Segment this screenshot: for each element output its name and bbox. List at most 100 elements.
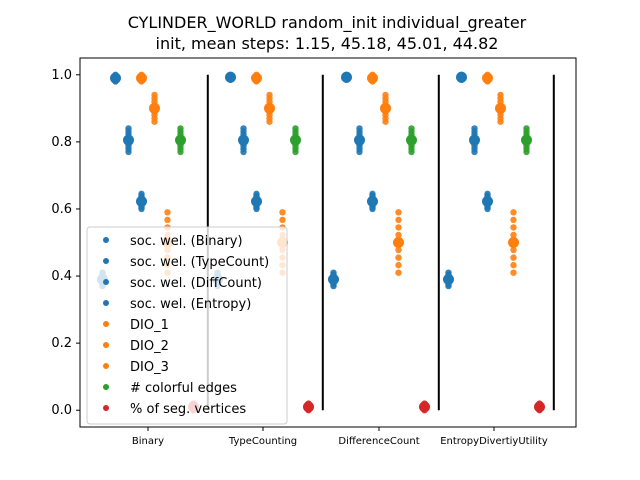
x-tick-label: Binary bbox=[132, 436, 164, 447]
legend-label: DIO_1 bbox=[130, 318, 169, 333]
data-point bbox=[395, 216, 402, 224]
data-point-mean bbox=[136, 195, 147, 207]
data-point-mean bbox=[175, 134, 186, 146]
data-point bbox=[382, 91, 389, 99]
data-point bbox=[279, 209, 286, 216]
legend-label: soc. wel. (TypeCount) bbox=[130, 255, 269, 270]
data-point-mean bbox=[136, 72, 147, 84]
data-point-mean bbox=[341, 71, 352, 83]
data-point bbox=[510, 246, 517, 254]
legend-label: soc. wel. (Entropy) bbox=[130, 297, 251, 312]
data-point-mean bbox=[443, 273, 454, 285]
legend-marker bbox=[103, 342, 109, 348]
data-point bbox=[395, 231, 402, 239]
legend-marker bbox=[103, 405, 109, 411]
data-point bbox=[510, 209, 517, 216]
axes: 0.0 0.2 0.4 0.6 0.8 1.0 Binary TypeCounting Diff… bbox=[51, 57, 577, 447]
data-point-mean bbox=[123, 134, 134, 146]
data-point bbox=[356, 125, 363, 132]
data-point-mean bbox=[110, 72, 121, 84]
data-point-mean bbox=[149, 102, 160, 114]
x-tick-label: TypeCounting bbox=[228, 436, 297, 447]
data-point-mean bbox=[406, 134, 417, 146]
data-point bbox=[523, 125, 530, 132]
data-point bbox=[395, 261, 402, 269]
y-tick-label: 0.8 bbox=[51, 135, 72, 150]
legend-marker bbox=[103, 363, 109, 369]
data-point bbox=[395, 269, 402, 276]
data-point-mean bbox=[251, 195, 262, 207]
data-point bbox=[471, 125, 478, 132]
data-point bbox=[279, 216, 286, 224]
data-point bbox=[395, 254, 402, 261]
data-point-mean bbox=[380, 102, 391, 114]
data-point-mean bbox=[290, 134, 301, 146]
legend-box bbox=[86, 226, 288, 425]
chart-subtitle: init, mean steps: 1.15, 45.18, 45.01, 44… bbox=[156, 34, 499, 53]
data-point bbox=[510, 254, 517, 261]
data-point bbox=[292, 125, 299, 132]
data-point bbox=[510, 261, 517, 269]
y-tick-label: 0.6 bbox=[51, 202, 72, 217]
data-point bbox=[510, 216, 517, 224]
legend-label: DIO_2 bbox=[130, 339, 169, 354]
data-point-mean bbox=[354, 134, 365, 146]
legend-label: soc. wel. (DiffCount) bbox=[130, 276, 262, 291]
legend-label: soc. wel. (Binary) bbox=[130, 234, 243, 249]
data-point bbox=[408, 125, 415, 132]
data-point bbox=[395, 224, 402, 231]
legend-label: DIO_3 bbox=[130, 360, 169, 375]
y-tick-label: 0.2 bbox=[51, 336, 72, 351]
legend-marker bbox=[103, 237, 109, 243]
data-point bbox=[395, 246, 402, 254]
x-tick-label: EntropyDivertiyUtility bbox=[440, 436, 548, 447]
data-point-mean bbox=[264, 102, 275, 114]
data-point bbox=[164, 209, 171, 216]
data-point bbox=[164, 216, 171, 224]
x-tick-label: DifferenceCount bbox=[338, 436, 419, 447]
data-point-mean bbox=[367, 72, 378, 84]
data-point-mean bbox=[508, 237, 519, 248]
data-point-mean bbox=[521, 134, 532, 146]
data-point bbox=[510, 269, 517, 276]
data-point-mean bbox=[482, 195, 493, 207]
legend-marker bbox=[103, 321, 109, 327]
legend-label: % of seg. vertices bbox=[130, 402, 246, 417]
data-point-mean bbox=[303, 401, 314, 413]
y-tick-label: 0.4 bbox=[51, 269, 72, 284]
legend-label: # colorful edges bbox=[130, 381, 237, 396]
data-point bbox=[395, 209, 402, 216]
data-point bbox=[253, 190, 260, 198]
data-point-mean bbox=[419, 401, 430, 413]
data-point bbox=[177, 125, 184, 132]
chart-title: CYLINDER_WORLD random_init individual_gr… bbox=[128, 13, 527, 33]
data-point bbox=[510, 224, 517, 231]
data-point bbox=[266, 91, 273, 99]
data-point-mean bbox=[456, 71, 467, 83]
data-point bbox=[151, 91, 158, 99]
data-point-mean bbox=[328, 273, 339, 285]
data-point-mean bbox=[495, 102, 506, 114]
data-point bbox=[125, 125, 132, 132]
legend-marker bbox=[103, 279, 109, 285]
data-point bbox=[240, 125, 247, 132]
data-point bbox=[369, 190, 376, 198]
data-point-mean bbox=[393, 237, 404, 248]
data-point-mean bbox=[534, 401, 545, 413]
data-point-mean bbox=[238, 134, 249, 146]
data-point-mean bbox=[482, 72, 493, 84]
legend-marker bbox=[103, 300, 109, 306]
legend-marker bbox=[103, 258, 109, 264]
data-point-mean bbox=[367, 195, 378, 207]
data-point-mean bbox=[251, 72, 262, 84]
data-point-mean bbox=[225, 71, 236, 83]
data-point-mean bbox=[469, 134, 480, 146]
data-point bbox=[138, 190, 145, 198]
data-point bbox=[510, 231, 517, 239]
axes-frame bbox=[79, 57, 577, 428]
y-tick-label: 0.0 bbox=[51, 403, 72, 418]
data-point bbox=[497, 91, 504, 99]
legend-marker bbox=[103, 384, 109, 390]
legend: soc. wel. (Binary) soc. wel. (TypeCount) s… bbox=[86, 226, 288, 425]
